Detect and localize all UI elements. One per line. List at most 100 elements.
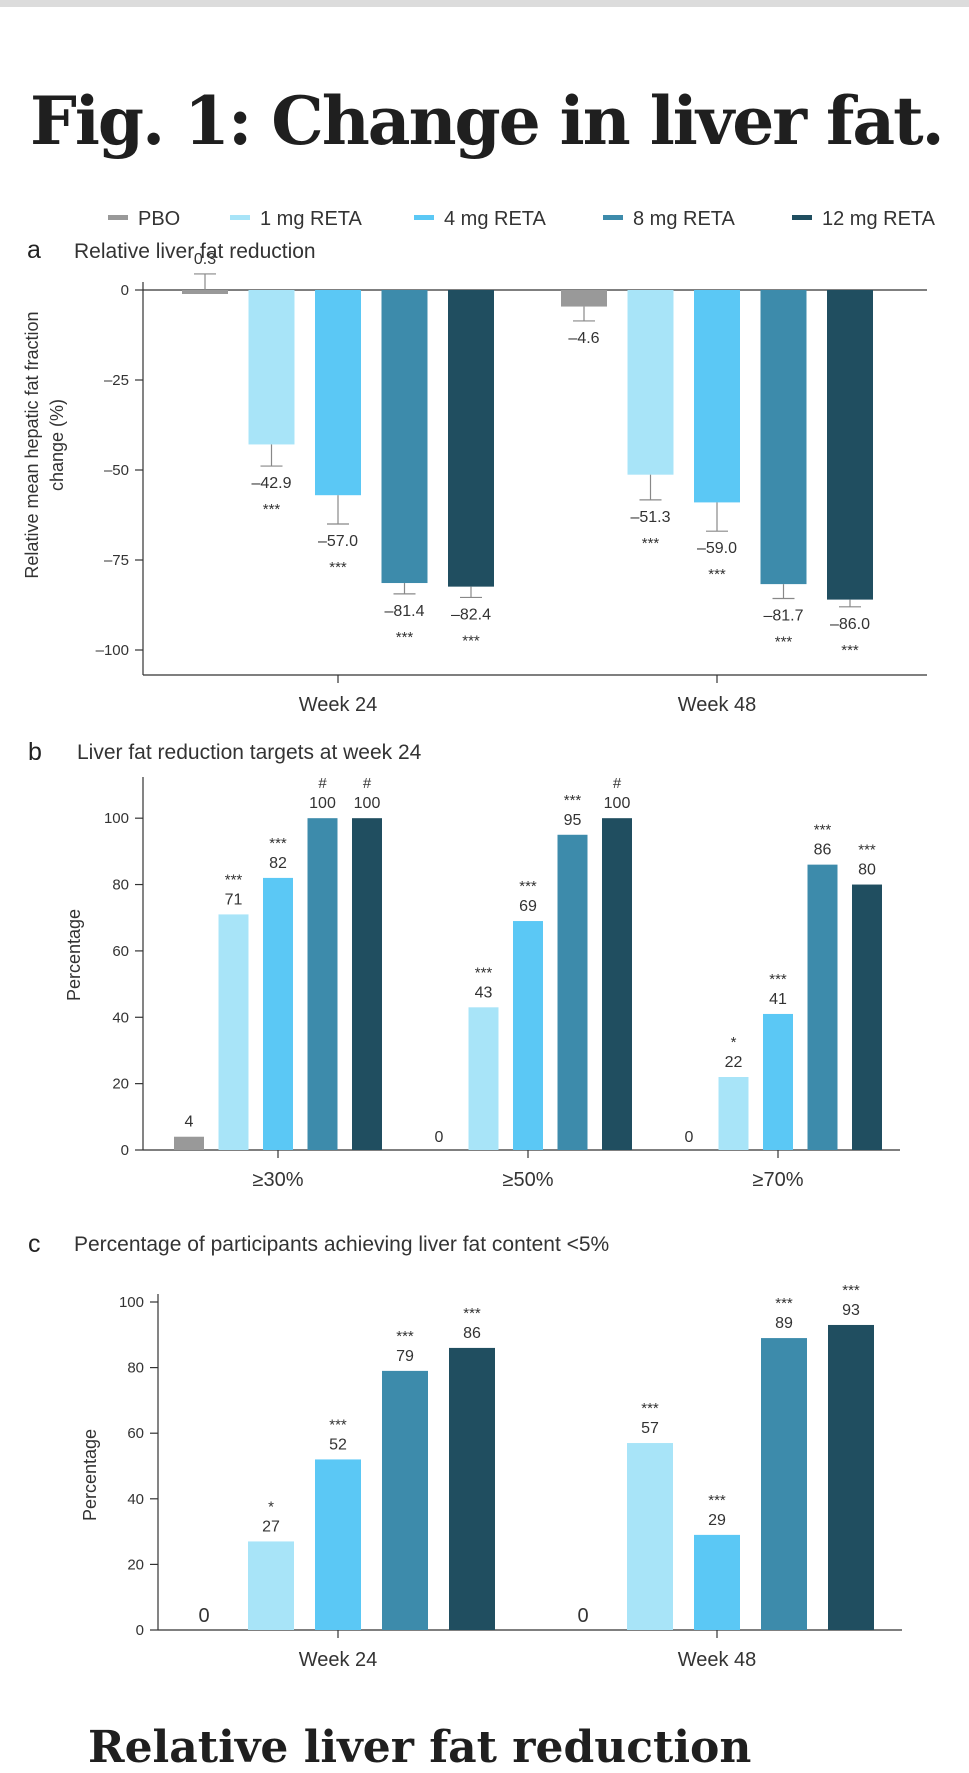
chart-b-category-label: ≥50% [502, 1169, 553, 1191]
chart-c-y-tick-label: 40 [127, 1491, 144, 1508]
chart-c-sig-label: * [268, 1498, 274, 1515]
legend-item-4mg: 4 mg RETA [414, 208, 546, 231]
chart-c-sig-label: *** [775, 1295, 793, 1312]
legend-item-12mg: 12 mg RETA [792, 208, 935, 231]
chart-b-sig-label: # [363, 775, 372, 792]
chart-a-y-tick-label: –25 [104, 372, 129, 389]
chart-c-bar [449, 1347, 495, 1630]
chart-a-data-label: –82.4 [451, 606, 491, 623]
chart-b-sig-label: *** [225, 871, 243, 888]
chart-b-y-label: Percentage [64, 909, 84, 1001]
chart-b-sig-label: *** [814, 822, 832, 839]
chart-b-sig-label: *** [769, 971, 787, 988]
chart-b-bar [218, 914, 249, 1150]
chart-c-data-label: 93 [842, 1302, 860, 1319]
chart-c-bar [315, 1459, 361, 1630]
chart-c-category-label: Week 24 [299, 1649, 378, 1671]
chart-c-data-label: 79 [396, 1348, 414, 1365]
chart-a-bar [760, 290, 807, 585]
legend-swatch-8mg [603, 215, 623, 221]
chart-c-bar [761, 1338, 807, 1630]
panel-b-letter: b [28, 738, 42, 766]
chart-b-sig-label: *** [519, 878, 537, 895]
chart-c-data-label: 27 [262, 1518, 280, 1535]
chart-a-bar [627, 290, 674, 475]
chart-a-category-label: Week 24 [299, 694, 378, 716]
legend-item-8mg: 8 mg RETA [603, 208, 735, 231]
chart-a-sig-label: *** [775, 634, 793, 651]
chart-c-sig-label: *** [708, 1492, 726, 1509]
chart-b-bar [852, 884, 882, 1150]
chart-b-sig-label: *** [564, 792, 582, 809]
legend-swatch-12mg [792, 215, 812, 221]
chart-a-data-label: –42.9 [251, 475, 291, 492]
chart-a-bar [561, 290, 607, 307]
chart-c-sig-label: *** [463, 1305, 481, 1322]
chart-c-data-label: 52 [329, 1436, 347, 1453]
legend-swatch-1mg [230, 215, 250, 221]
chart-b-sig-label: *** [858, 842, 876, 859]
chart-c-category-label: Week 48 [678, 1649, 757, 1671]
chart-c: 0 20 40 60 80 100 Percentage Week 24 Week 48 0 0 27… [80, 1282, 902, 1671]
chart-a-data-label: –86.0 [830, 616, 870, 633]
legend-item-pbo: PBO [108, 208, 180, 231]
chart-c-bar [694, 1534, 740, 1630]
chart-c-y-tick-label: 100 [119, 1294, 144, 1311]
chart-b-bar [174, 1136, 204, 1150]
chart-b-sig-label: * [731, 1034, 737, 1051]
chart-a-data-label: –81.7 [763, 608, 803, 625]
chart-a-data-label: –51.3 [630, 509, 670, 526]
chart-a-bar [448, 290, 494, 587]
chart-b-data-label: 71 [225, 891, 243, 908]
legend-label-12mg: 12 mg RETA [822, 208, 935, 230]
chart-b-bar [307, 818, 338, 1150]
panel-c-title: Percentage of participants achieving liv… [74, 1233, 610, 1256]
chart-a-sig-label: *** [642, 535, 660, 552]
legend-label-pbo: PBO [138, 208, 181, 230]
chart-c-sig-label: *** [329, 1416, 347, 1433]
chart-a-bar [381, 290, 428, 584]
chart-c-sig-label: *** [641, 1400, 659, 1417]
chart-b-bar [718, 1077, 749, 1150]
chart-b-data-label: 100 [309, 795, 336, 812]
chart-c-data-label: 89 [775, 1315, 793, 1332]
legend-label-1mg: 1 mg RETA [260, 208, 362, 230]
chart-a-data-label: –57.0 [318, 533, 358, 550]
chart-a-y-tick-label: –100 [96, 642, 129, 659]
panel-a-title: Relative liver fat reduction [74, 240, 316, 263]
chart-c-data-label: 29 [708, 1512, 726, 1529]
chart-a-bar [694, 290, 740, 503]
top-border [0, 0, 969, 7]
chart-c-y-tick-label: 60 [127, 1425, 144, 1442]
chart-b-bar [557, 834, 588, 1150]
figure-title: Fig. 1: Change in liver fat. [30, 82, 945, 160]
chart-b-data-label: 100 [604, 795, 631, 812]
chart-b-sig-label: *** [475, 964, 493, 981]
chart-b-y-tick-label: 20 [112, 1076, 129, 1093]
legend-label-4mg: 4 mg RETA [444, 208, 546, 230]
chart-a-data-label: 0.3 [194, 251, 216, 268]
legend-item-1mg: 1 mg RETA [230, 208, 362, 231]
chart-b-bar [763, 1013, 793, 1150]
chart-b-y-tick-label: 0 [121, 1142, 129, 1159]
chart-b-data-label: 43 [475, 984, 493, 1001]
chart-b-bar [807, 864, 838, 1150]
chart-b-data-label: 41 [769, 991, 787, 1008]
chart-b-data-label: 82 [269, 855, 287, 872]
chart-b-data-label: 0 [685, 1129, 694, 1146]
panel-c-letter: c [28, 1230, 41, 1258]
chart-a-sig-label: *** [462, 632, 480, 649]
chart-c-data-label: 0 [198, 1605, 209, 1627]
chart-a-sig-label: *** [396, 629, 414, 646]
chart-b-data-label: 95 [564, 812, 582, 829]
chart-b-category-label: ≥30% [252, 1169, 303, 1191]
chart-b-bar [263, 877, 293, 1150]
legend-label-8mg: 8 mg RETA [633, 208, 735, 230]
chart-b-bar [602, 818, 632, 1150]
panel-a-letter: a [27, 236, 41, 264]
chart-b-sig-label: *** [269, 835, 287, 852]
chart-c-bar [627, 1443, 673, 1630]
next-section-heading: Relative liver fat reduction [88, 1722, 752, 1773]
chart-a-bar [248, 290, 295, 445]
